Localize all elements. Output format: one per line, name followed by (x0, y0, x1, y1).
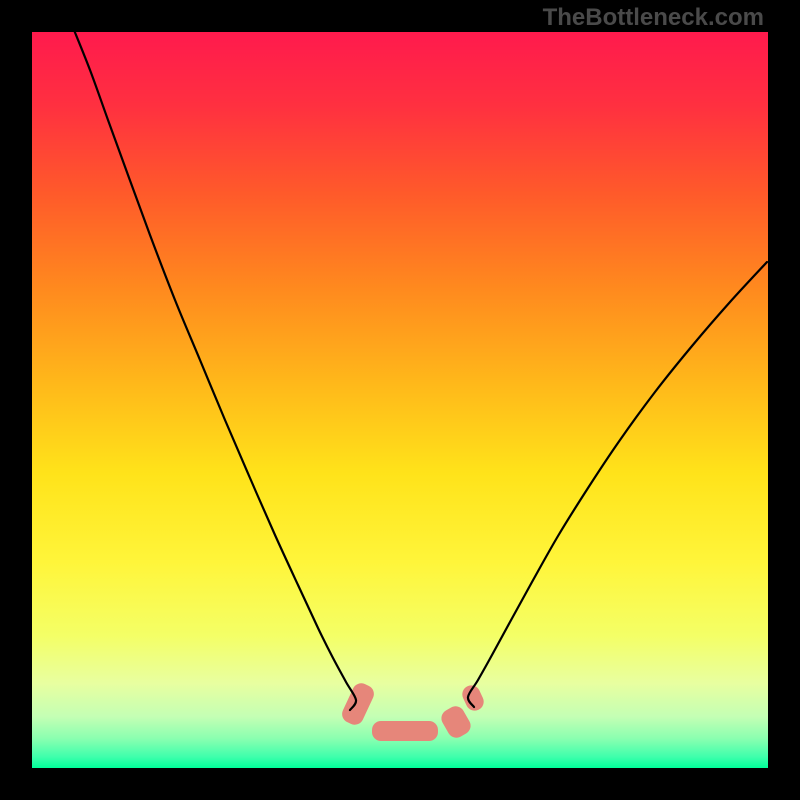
watermark-text: TheBottleneck.com (543, 4, 764, 32)
curve-left-branch (74, 30, 356, 710)
overlay-svg (0, 0, 800, 800)
trough-marker (438, 703, 474, 741)
trough-marker (372, 721, 438, 741)
curve-right-branch (468, 262, 767, 707)
trough-marker (339, 680, 377, 727)
